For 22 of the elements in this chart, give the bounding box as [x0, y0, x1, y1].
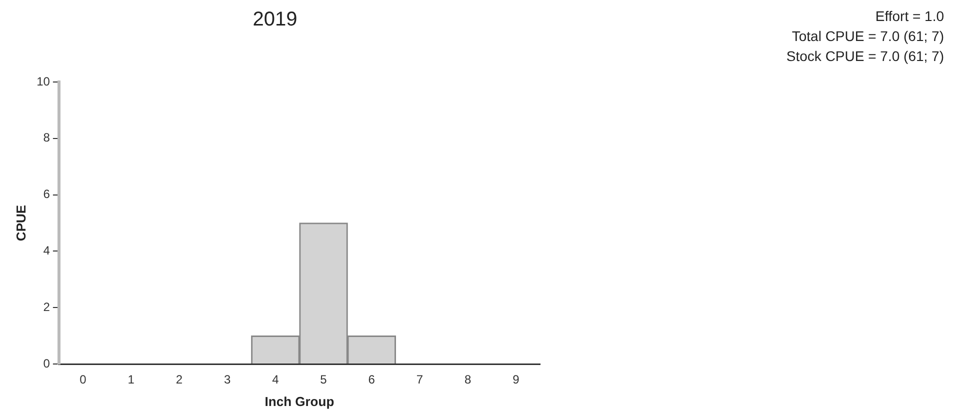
x-tick-label: 9: [512, 372, 520, 387]
x-tick-label: 5: [320, 372, 328, 387]
x-tick-label: 7: [416, 372, 424, 387]
x-tick-label: 0: [80, 372, 87, 387]
y-tick-label: 10: [36, 74, 50, 88]
text: Effort = 1.0: [874, 7, 944, 26]
x-tick-label: 3: [224, 372, 231, 387]
y-axis-title: CPUE: [13, 204, 28, 242]
y-tick-label: 6: [43, 187, 50, 202]
chart-title: 2019: [252, 8, 298, 31]
x-tick-label: 4: [272, 372, 280, 387]
x-tick-label: 6: [368, 372, 376, 387]
y-tick-label: 0: [43, 356, 50, 370]
x-tick-label: 8: [464, 372, 472, 387]
y-tick-label: 4: [43, 244, 50, 258]
text: Total CPUE = 7.0 (61; 7): [790, 27, 944, 46]
x-axis-title: Inch Group: [264, 394, 334, 409]
x-tick-label: 2: [176, 372, 183, 387]
y-tick-label: 2: [43, 300, 50, 314]
text: Stock CPUE = 7.0 (61; 7): [786, 47, 944, 66]
x-tick-label: 1: [128, 372, 135, 387]
y-tick-label: 8: [43, 130, 50, 145]
